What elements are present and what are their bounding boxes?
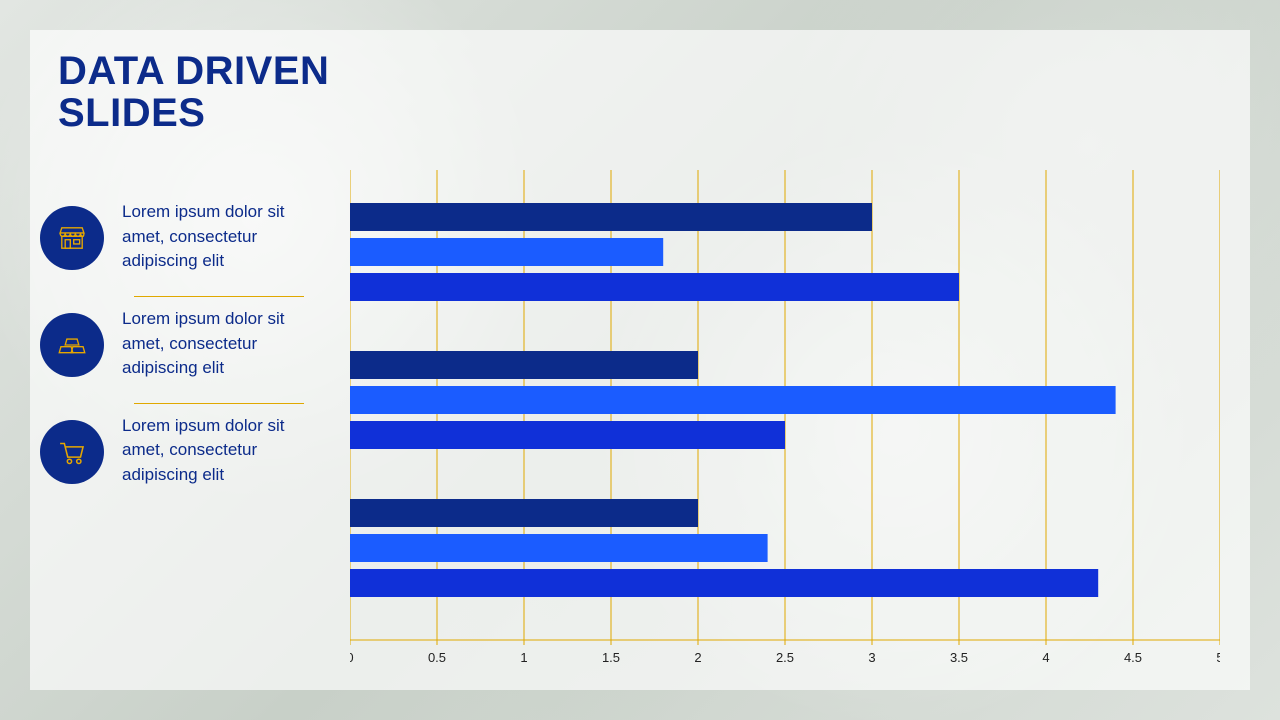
bar [350, 238, 663, 266]
svg-text:5: 5 [1216, 650, 1220, 665]
bar [350, 386, 1116, 414]
chart-svg: 0 0.5 1 1.5 2 2.5 3 3.5 4 4.5 5 [350, 170, 1220, 670]
bar [350, 273, 959, 301]
legend-text-3: Lorem ipsum dolor sit amet, consectetur … [122, 414, 292, 488]
legend-item-1: Lorem ipsum dolor sit amet, consectetur … [40, 190, 340, 296]
svg-text:0.5: 0.5 [428, 650, 446, 665]
bar [350, 203, 872, 231]
slide-panel: DATA DRIVEN SLIDES Lorem ipsum dolor sit… [30, 30, 1250, 690]
legend-item-2: Lorem ipsum dolor sit amet, consectetur … [40, 297, 340, 403]
legend-text-2: Lorem ipsum dolor sit amet, consectetur … [122, 307, 292, 381]
storefront-icon [40, 206, 104, 270]
bar [350, 499, 698, 527]
svg-text:3: 3 [868, 650, 875, 665]
bar-chart: 0 0.5 1 1.5 2 2.5 3 3.5 4 4.5 5 [350, 170, 1220, 670]
slide-title: DATA DRIVEN SLIDES [58, 50, 329, 134]
bar [350, 569, 1098, 597]
svg-text:4.5: 4.5 [1124, 650, 1142, 665]
bar [350, 351, 698, 379]
legend: Lorem ipsum dolor sit amet, consectetur … [40, 190, 340, 510]
bar [350, 421, 785, 449]
bar [350, 534, 768, 562]
svg-text:2.5: 2.5 [776, 650, 794, 665]
title-line-2: SLIDES [58, 91, 205, 135]
svg-text:0: 0 [350, 650, 354, 665]
svg-text:1: 1 [520, 650, 527, 665]
svg-text:3.5: 3.5 [950, 650, 968, 665]
svg-text:2: 2 [694, 650, 701, 665]
legend-text-1: Lorem ipsum dolor sit amet, consectetur … [122, 200, 292, 274]
svg-text:1.5: 1.5 [602, 650, 620, 665]
svg-text:4: 4 [1042, 650, 1049, 665]
legend-item-3: Lorem ipsum dolor sit amet, consectetur … [40, 404, 340, 510]
title-line-1: DATA DRIVEN [58, 49, 329, 93]
cart-icon [40, 420, 104, 484]
gold-bars-icon [40, 313, 104, 377]
